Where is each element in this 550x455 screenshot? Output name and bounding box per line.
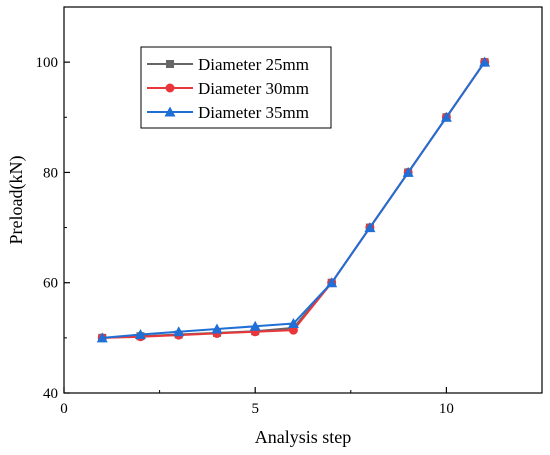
x-tick-label: 5 xyxy=(251,401,259,417)
legend-marker xyxy=(164,106,176,117)
data-point xyxy=(211,323,223,334)
series-triangle xyxy=(96,56,491,343)
data-point xyxy=(479,56,491,67)
legend-marker xyxy=(165,83,175,93)
data-point xyxy=(440,111,452,122)
series-layer xyxy=(96,56,491,343)
plot-area: 0 5 10 40 60 80 100 Analysis step Preload(kN) xyxy=(6,6,543,447)
x-tick-label: 10 xyxy=(439,401,454,417)
legend: Diameter 25mm Diameter 30mm Diameter 35mm xyxy=(140,46,332,129)
data-point xyxy=(364,222,376,233)
y-tick-label: 60 xyxy=(43,276,58,292)
data-point xyxy=(173,326,185,337)
x-tick-label: 0 xyxy=(60,401,68,417)
legend-label: Diameter 25mm xyxy=(198,55,309,74)
data-point xyxy=(287,318,299,329)
y-axis-title: Preload(kN) xyxy=(6,156,27,245)
y-tick-label: 40 xyxy=(43,386,58,402)
plot-frame xyxy=(63,6,543,394)
y-tick-label: 80 xyxy=(43,165,58,181)
data-point xyxy=(249,320,261,331)
data-point xyxy=(96,332,108,343)
legend-label: Diameter 35mm xyxy=(198,103,309,122)
data-point xyxy=(134,329,146,340)
x-axis-title: Analysis step xyxy=(255,427,352,447)
legend-label: Diameter 30mm xyxy=(198,79,309,98)
data-point xyxy=(326,277,338,288)
data-point xyxy=(402,166,414,177)
y-tick-label: 100 xyxy=(36,55,59,71)
legend-marker xyxy=(166,60,174,68)
